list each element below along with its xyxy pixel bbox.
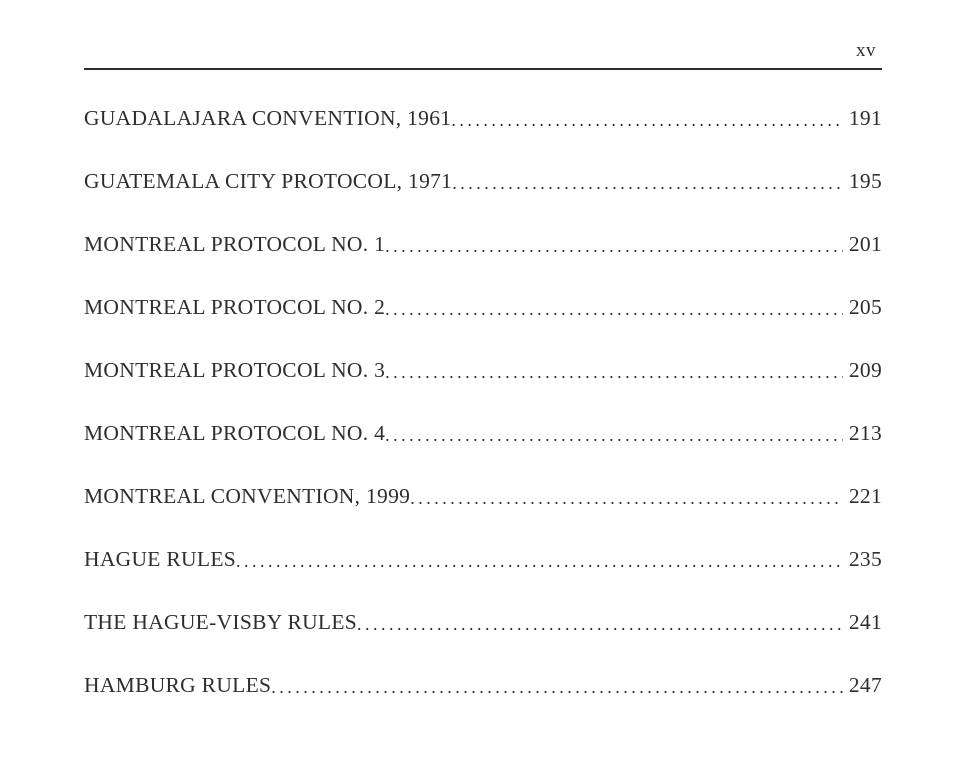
toc-leader: ........................................… [236, 551, 843, 572]
toc-title: GUATEMALA CITY PROTOCOL, 1971 [84, 169, 452, 194]
toc-page-ref: 191 [843, 106, 882, 131]
toc-entry: MONTREAL PROTOCOL NO. 2 ................… [84, 295, 882, 320]
toc-title: MONTREAL PROTOCOL NO. 2 [84, 295, 385, 320]
toc-leader: ........................................… [385, 299, 843, 320]
toc-page-ref: 235 [843, 547, 882, 572]
toc-page-ref: 195 [843, 169, 882, 194]
toc-page: xv GUADALAJARA CONVENTION, 1961 ........… [0, 0, 960, 776]
toc-entry: THE HAGUE-VISBY RULES ..................… [84, 610, 882, 635]
toc-title: MONTREAL PROTOCOL NO. 1 [84, 232, 385, 257]
toc-title: HAGUE RULES [84, 547, 236, 572]
toc-entry: GUADALAJARA CONVENTION, 1961 ...........… [84, 106, 882, 131]
toc-leader: ........................................… [385, 236, 843, 257]
toc-leader: ........................................… [271, 677, 843, 698]
toc-leader: ........................................… [451, 110, 843, 131]
toc-entry: MONTREAL PROTOCOL NO. 3 ................… [84, 358, 882, 383]
header-rule [84, 68, 882, 70]
toc-entry: MONTREAL CONVENTION, 1999 ..............… [84, 484, 882, 509]
toc-entry: HAGUE RULES ............................… [84, 547, 882, 572]
toc-entry: MONTREAL PROTOCOL NO. 4 ................… [84, 421, 882, 446]
toc-entry: HAMBURG RULES ..........................… [84, 673, 882, 698]
toc-leader: ........................................… [452, 173, 843, 194]
toc-leader: ........................................… [357, 614, 843, 635]
toc-title: GUADALAJARA CONVENTION, 1961 [84, 106, 451, 131]
toc-title: MONTREAL CONVENTION, 1999 [84, 484, 410, 509]
toc-page-ref: 221 [843, 484, 882, 509]
toc-leader: ........................................… [410, 488, 843, 509]
toc-entry: MONTREAL PROTOCOL NO. 1 ................… [84, 232, 882, 257]
toc-leader: ........................................… [385, 362, 843, 383]
toc-title: MONTREAL PROTOCOL NO. 3 [84, 358, 385, 383]
toc-page-ref: 247 [843, 673, 882, 698]
toc-page-ref: 209 [843, 358, 882, 383]
toc-leader: ........................................… [385, 425, 843, 446]
toc-page-ref: 205 [843, 295, 882, 320]
toc-page-ref: 213 [843, 421, 882, 446]
toc-page-ref: 201 [843, 232, 882, 257]
toc-entry: GUATEMALA CITY PROTOCOL, 1971 ..........… [84, 169, 882, 194]
toc-title: MONTREAL PROTOCOL NO. 4 [84, 421, 385, 446]
page-number-roman: xv [84, 40, 882, 62]
toc-page-ref: 241 [843, 610, 882, 635]
toc-title: THE HAGUE-VISBY RULES [84, 610, 357, 635]
toc-title: HAMBURG RULES [84, 673, 271, 698]
